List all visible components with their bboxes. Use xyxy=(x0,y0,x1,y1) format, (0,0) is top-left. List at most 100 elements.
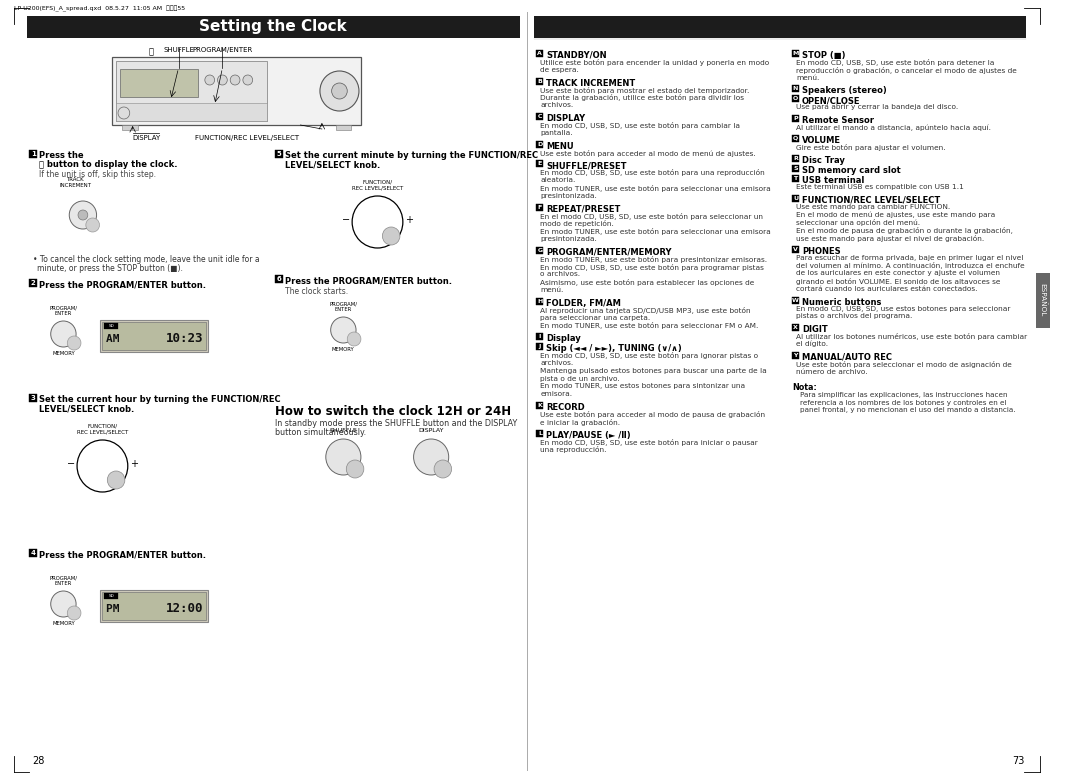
Text: 1: 1 xyxy=(30,151,36,157)
Text: Skip (◄◄ / ►►), TUNING (∨/∧): Skip (◄◄ / ►►), TUNING (∨/∧) xyxy=(546,344,681,353)
Text: T: T xyxy=(794,176,797,181)
Bar xyxy=(792,246,799,253)
Text: ⏻ button to display the clock.: ⏻ button to display the clock. xyxy=(39,160,177,169)
Bar xyxy=(792,50,799,57)
Text: En modo CD, USB, SD, use estos botones para seleccionar: En modo CD, USB, SD, use estos botones p… xyxy=(796,306,1010,311)
Circle shape xyxy=(67,606,81,620)
Bar xyxy=(792,324,799,331)
Circle shape xyxy=(230,75,240,85)
Text: En modo TUNER, use este botón para seleccionar una emisora: En modo TUNER, use este botón para selec… xyxy=(540,229,771,236)
Text: H: H xyxy=(537,299,542,303)
Circle shape xyxy=(434,460,451,478)
Circle shape xyxy=(67,336,81,350)
Text: PROGRAM/
ENTER: PROGRAM/ ENTER xyxy=(50,305,78,316)
Text: Nota:: Nota: xyxy=(792,384,816,392)
Text: 6: 6 xyxy=(276,276,282,282)
Bar xyxy=(105,323,118,329)
Circle shape xyxy=(352,196,403,248)
Text: girando el botón VOLUME. El sonido de los altavoces se: girando el botón VOLUME. El sonido de lo… xyxy=(796,278,1000,285)
Text: Mantenga pulsado estos botones para buscar una parte de la: Mantenga pulsado estos botones para busc… xyxy=(540,368,767,374)
Circle shape xyxy=(414,439,448,475)
Text: En modo CD, USB, SD, use este botón para iniciar o pausar: En modo CD, USB, SD, use este botón para… xyxy=(540,438,758,445)
Bar xyxy=(27,16,519,38)
Text: V: V xyxy=(793,246,798,252)
Text: menú.: menú. xyxy=(796,75,820,80)
Text: button simultaneously.: button simultaneously. xyxy=(275,428,366,437)
Text: E: E xyxy=(538,161,542,166)
Text: menú.: menú. xyxy=(540,287,564,293)
Text: de los auriculares en este conector y ajuste el volumen: de los auriculares en este conector y aj… xyxy=(796,270,1000,276)
Text: Asimismo, use este botón para establecer las opciones de: Asimismo, use este botón para establecer… xyxy=(540,279,755,286)
Text: M: M xyxy=(793,51,798,56)
Text: 3: 3 xyxy=(30,395,36,401)
Text: VOLUME: VOLUME xyxy=(801,136,841,145)
Text: TRACK INCREMENT: TRACK INCREMENT xyxy=(546,79,635,87)
Text: o archivos.: o archivos. xyxy=(540,271,581,278)
Text: OPEN/CLOSE: OPEN/CLOSE xyxy=(801,97,861,105)
Text: Use este botón para mostrar el estado del temporizador.: Use este botón para mostrar el estado de… xyxy=(540,87,750,94)
Text: −: − xyxy=(67,459,76,469)
Bar xyxy=(792,165,799,172)
Text: MEMORY: MEMORY xyxy=(52,621,75,626)
Text: Remote Sensor: Remote Sensor xyxy=(801,116,874,126)
Text: Set the current minute by turning the FUNCTION/REC: Set the current minute by turning the FU… xyxy=(285,151,538,160)
Text: PROGRAM/ENTER/MEMORY: PROGRAM/ENTER/MEMORY xyxy=(546,248,672,257)
Text: reproducción o grabación, o cancelar el modo de ajustes de: reproducción o grabación, o cancelar el … xyxy=(796,67,1016,74)
Bar xyxy=(537,140,543,147)
Bar xyxy=(29,279,37,287)
Text: W: W xyxy=(792,298,799,303)
Text: P: P xyxy=(793,116,798,121)
Circle shape xyxy=(243,75,253,85)
Text: Durante la grabación, utilice este botón para dividir los: Durante la grabación, utilice este botón… xyxy=(540,94,744,101)
Text: N: N xyxy=(793,87,798,91)
Text: En modo CD, USB, SD, use este botón para cambiar la: En modo CD, USB, SD, use este botón para… xyxy=(540,122,741,129)
Text: Numeric buttons: Numeric buttons xyxy=(801,298,881,307)
Bar xyxy=(537,430,543,437)
Text: MENU: MENU xyxy=(546,142,573,151)
Text: FUNCTION/REC LEVEL/SELECT: FUNCTION/REC LEVEL/SELECT xyxy=(195,135,299,141)
Text: L: L xyxy=(538,431,542,435)
Text: USB terminal: USB terminal xyxy=(801,176,864,185)
Bar xyxy=(537,246,543,254)
Text: K: K xyxy=(538,403,542,408)
Text: En el modo CD, USB, SD, use este botón para seleccionar un: En el modo CD, USB, SD, use este botón p… xyxy=(540,213,764,220)
Text: 2: 2 xyxy=(31,280,36,286)
Text: Y: Y xyxy=(793,353,798,358)
Text: If the unit is off, skip this step.: If the unit is off, skip this step. xyxy=(39,170,156,179)
Bar xyxy=(336,125,351,130)
Text: B: B xyxy=(538,79,542,83)
Bar xyxy=(792,175,799,182)
Circle shape xyxy=(78,210,87,220)
Text: C: C xyxy=(538,114,542,119)
Bar xyxy=(100,320,207,352)
Text: SHUFFLE: SHUFFLE xyxy=(163,47,194,53)
Text: +: + xyxy=(405,215,413,225)
Text: Use este botón para acceder al modo de pausa de grabación: Use este botón para acceder al modo de p… xyxy=(540,411,766,418)
Text: Disc Tray: Disc Tray xyxy=(801,156,845,165)
Text: del volumen al mínimo. A continuación, introduzca el enchufe: del volumen al mínimo. A continuación, i… xyxy=(796,262,1025,269)
Text: LP-U200(EFS)_A_spread.qxd  08.5.27  11:05 AM  ペーゲ55: LP-U200(EFS)_A_spread.qxd 08.5.27 11:05 … xyxy=(14,6,185,12)
Text: el dígito.: el dígito. xyxy=(796,341,828,348)
Circle shape xyxy=(69,201,96,229)
Text: Setting the Clock: Setting the Clock xyxy=(199,20,347,34)
Text: Press the PROGRAM/ENTER button.: Press the PROGRAM/ENTER button. xyxy=(39,280,206,289)
Text: How to switch the clock 12H or 24H: How to switch the clock 12H or 24H xyxy=(275,405,511,418)
Bar xyxy=(537,298,543,305)
Text: En modo CD, USB, SD, use este botón para una reproducción: En modo CD, USB, SD, use este botón para… xyxy=(540,169,765,176)
Circle shape xyxy=(332,83,348,99)
Bar xyxy=(120,69,198,97)
Text: FUNCTION/
REC LEVEL/SELECT: FUNCTION/ REC LEVEL/SELECT xyxy=(352,179,403,190)
Bar xyxy=(792,135,799,142)
Text: DISPLAY: DISPLAY xyxy=(546,114,585,123)
Bar xyxy=(792,352,799,359)
Text: AM: AM xyxy=(106,334,133,343)
Text: X: X xyxy=(793,325,798,330)
Bar xyxy=(112,57,361,125)
Text: RECORD: RECORD xyxy=(546,403,585,412)
Circle shape xyxy=(77,440,127,492)
Bar xyxy=(537,50,543,57)
Text: 12:00: 12:00 xyxy=(165,602,203,615)
Circle shape xyxy=(330,317,356,343)
Bar xyxy=(29,150,37,158)
Text: En el modo de pausa de grabación o durante la grabación,: En el modo de pausa de grabación o duran… xyxy=(796,227,1013,234)
